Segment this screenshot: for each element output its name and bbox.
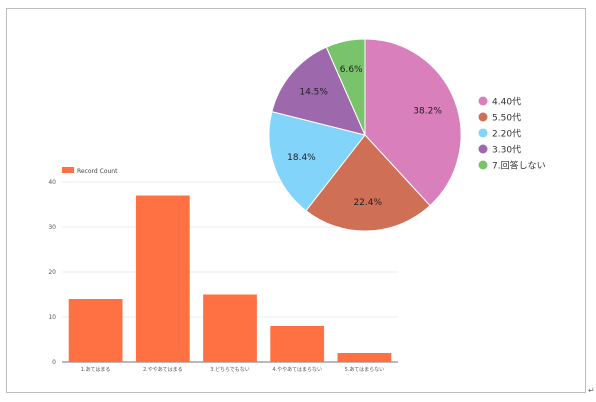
pie-slice-label: 14.5% [299,88,328,98]
bar-chart: Record Count 0 10 20 30 40 1.あてはまる 2.ややあてはまる 3… [48,167,398,373]
pie-legend-swatch [478,112,488,122]
pie-legend-label: 2.20代 [492,129,521,140]
pie-legend-label: 5.50代 [492,113,521,124]
pie-slice [364,38,462,207]
bar-x-tick-label: 4.ややあてはまらない [272,366,322,373]
bar-y-tick-label: 20 [48,269,56,276]
pie-legend-swatch [478,144,488,154]
bar-legend-swatch [62,167,74,173]
bar-x-tick-label: 3.どちらでもない [210,366,250,373]
pie-legend: 4.40代 5.50代 2.20代 3.30代 7.回答しない [478,96,546,172]
pie-slice [305,134,431,232]
pie-slice-label: 6.6% [340,65,363,75]
bar-legend-label: Record Count [77,168,118,175]
pie-legend-label: 4.40代 [492,97,521,108]
pie-legend-swatch [478,160,488,170]
bar [337,353,392,362]
pie-legend-swatch [478,96,488,106]
pie-slice [325,38,366,136]
bar-x-tick-label: 1.あてはまる [81,367,111,373]
bar-y-tick-label: 30 [48,224,56,231]
bar-y-ticks: 0 10 20 30 40 [48,179,56,366]
pie-slice [268,110,366,212]
bar-y-tick-label: 0 [52,359,56,366]
bar [270,326,325,362]
pie-slice-label: 22.4% [353,198,382,208]
bar [68,299,123,362]
pie-labels: 38.2% 22.4% 18.4% 14.5% 6.6% [287,65,442,208]
bar [203,294,257,362]
pie-slice [271,46,366,136]
bar-series [68,195,392,362]
pie-legend-swatch [478,128,488,138]
return-mark: ↵ [588,386,595,395]
pie-legend-label: 3.30代 [492,145,521,156]
bar-x-tick-label: 2.ややあてはまる [143,366,183,373]
pie-slice-label: 18.4% [287,153,316,163]
pie-legend-label: 7.回答しない [492,160,546,172]
bar-x-tick-label: 5.あてはまらない [345,366,385,373]
pie-slice-label: 38.2% [413,107,442,117]
bar [135,195,190,362]
bar-x-ticks: 1.あてはまる 2.ややあてはまる 3.どちらでもない 4.ややあてはまらない 5.あて… [81,366,384,373]
pie-slices [268,38,462,232]
pie-chart: 38.2% 22.4% 18.4% 14.5% 6.6% 4.40代 5.50代 2.20代… [268,38,546,232]
bar-y-tick-label: 40 [48,179,56,186]
bar-y-tick-label: 10 [48,314,56,321]
